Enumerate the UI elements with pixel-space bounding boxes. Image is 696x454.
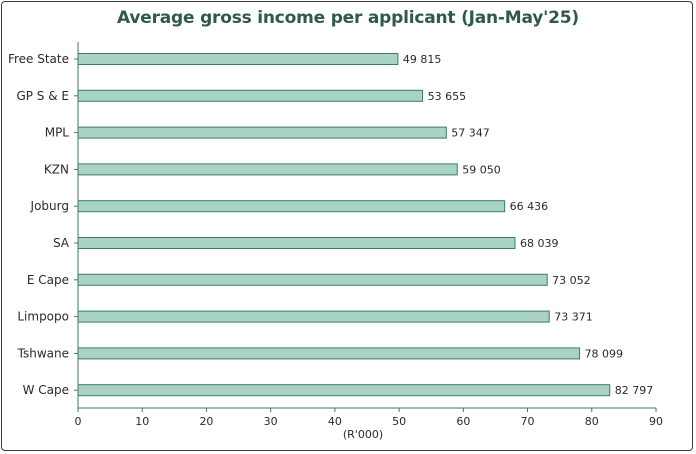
data-label: 73 052 [552, 274, 591, 287]
category-label: GP S & E [16, 89, 69, 103]
bar [77, 237, 516, 249]
data-label: 82 797 [615, 384, 654, 397]
chart-title: Average gross income per applicant (Jan-… [117, 8, 579, 28]
data-label: 66 436 [510, 200, 549, 213]
bar [77, 89, 424, 102]
data-label: 57 347 [451, 127, 490, 140]
bar [77, 273, 548, 286]
x-tick-label: 60 [456, 415, 470, 428]
data-label: 59 050 [462, 163, 501, 176]
bar [77, 126, 447, 139]
data-label: 78 099 [585, 347, 624, 360]
category-label: KZN [44, 162, 69, 176]
bar [77, 53, 399, 65]
bar [77, 310, 550, 323]
x-tick-label: 0 [75, 415, 82, 428]
bar [77, 384, 611, 397]
bar [77, 347, 581, 360]
x-tick-label: 30 [264, 415, 278, 428]
category-label: Limpopo [17, 310, 69, 324]
data-label: 68 039 [520, 237, 559, 250]
data-label: 53 655 [428, 90, 467, 103]
category-label: E Cape [27, 273, 69, 287]
x-tick-label: 50 [392, 415, 406, 428]
category-label: Free State [8, 52, 69, 66]
bar [77, 163, 458, 176]
data-label: 49 815 [403, 53, 442, 66]
x-tick-label: 80 [585, 415, 599, 428]
x-tick-label: 20 [199, 415, 213, 428]
bar [77, 200, 506, 213]
category-label: MPL [45, 126, 70, 140]
x-tick-label: 10 [135, 415, 149, 428]
category-label: SA [53, 236, 70, 250]
category-label: Joburg [30, 199, 69, 213]
x-tick-label: 90 [649, 415, 663, 428]
category-label: Tshwane [17, 346, 69, 360]
x-tick-label: 70 [521, 415, 535, 428]
x-axis-label: (R'000) [343, 428, 383, 441]
data-label: 73 371 [554, 311, 593, 324]
category-label: W Cape [23, 383, 69, 397]
x-tick-label: 40 [328, 415, 342, 428]
